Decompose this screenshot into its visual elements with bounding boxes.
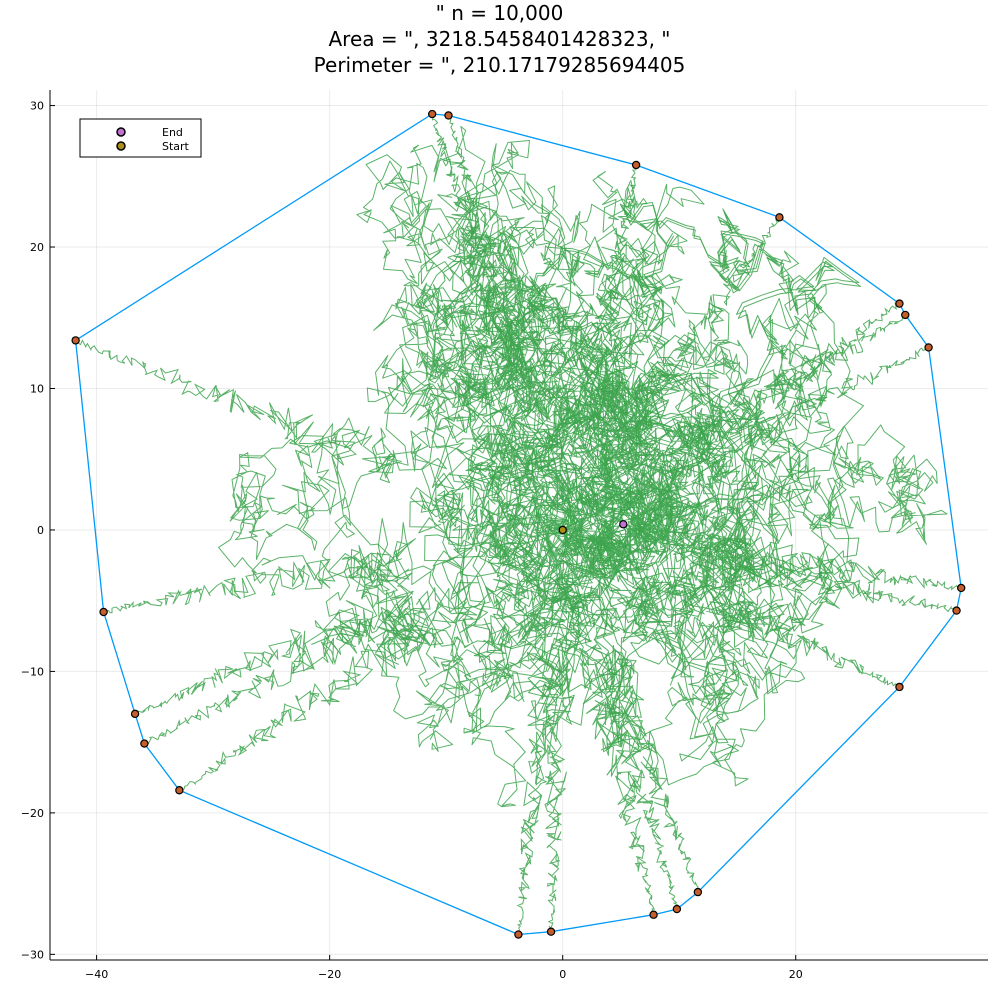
hull-point [444, 111, 453, 120]
hull-point [427, 109, 437, 119]
y-tick-label: 30 [30, 100, 44, 113]
legend-box [79, 118, 202, 158]
hull-point [649, 910, 658, 919]
walk-excursion [134, 572, 414, 715]
legend-label: Start [162, 140, 190, 153]
walk-excursion [698, 541, 957, 613]
chart-title-line-2: Area = ", 3218.5458401428323, " [328, 27, 671, 51]
hull-point [924, 343, 933, 352]
hull-point [175, 786, 184, 795]
walk-excursion [75, 339, 402, 479]
hull-point [99, 607, 108, 617]
chart-title-line-1: " n = 10,000 [435, 1, 564, 25]
hull-point [71, 336, 80, 345]
walk-excursion [592, 645, 679, 910]
y-tick-label: −20 [21, 807, 44, 820]
walk-excursion [684, 347, 929, 488]
axes: −40 −20 0 20 −30 −20 −10 0 10 20 30 [21, 90, 988, 981]
walk-excursion [579, 660, 656, 915]
y-tick-label: 0 [37, 524, 44, 537]
walk-excursion [516, 649, 563, 935]
start-point [558, 525, 567, 535]
hull-point [901, 310, 910, 320]
y-tick-label: 20 [30, 241, 44, 254]
random-walk-path [75, 113, 962, 935]
chart-title-line-3: Perimeter = ", 210.17179285694405 [313, 53, 686, 77]
y-tick-label: −10 [21, 665, 44, 678]
walk-excursion [179, 598, 444, 792]
walk-excursion [103, 538, 417, 614]
hull-point [957, 583, 966, 593]
x-tick-label: −40 [85, 968, 108, 981]
hull-point [952, 606, 961, 615]
legend-label: End [162, 126, 183, 139]
walk-excursion [687, 531, 962, 591]
legend-marker [116, 141, 126, 151]
hull-point [895, 682, 904, 692]
walk-excursion [541, 660, 575, 932]
walk-excursion [576, 164, 637, 418]
x-tick-label: 20 [789, 968, 803, 981]
walk-excursion [448, 115, 536, 402]
hull-point [140, 739, 149, 748]
walk-excursion [627, 216, 780, 437]
walk-excursion [668, 302, 900, 460]
hull-point [693, 887, 703, 897]
walk-excursion [671, 567, 900, 689]
hull-point [514, 930, 523, 939]
hull-point [130, 709, 140, 719]
hull-point [631, 160, 641, 170]
x-tick-label: −20 [318, 968, 341, 981]
y-tick-label: −30 [21, 948, 44, 961]
legend-marker [116, 127, 126, 137]
hull-point [775, 213, 784, 222]
walk-excursion [591, 638, 699, 893]
walk-segment [384, 143, 860, 671]
hull-point [672, 904, 682, 914]
hull-point [546, 927, 556, 936]
y-tick-label: 10 [30, 382, 44, 395]
data-points [71, 109, 966, 939]
walk-excursion [144, 590, 431, 745]
hull-point [895, 299, 904, 308]
end-point [619, 520, 628, 529]
walk-excursion [666, 314, 906, 472]
x-tick-label: 0 [559, 968, 566, 981]
